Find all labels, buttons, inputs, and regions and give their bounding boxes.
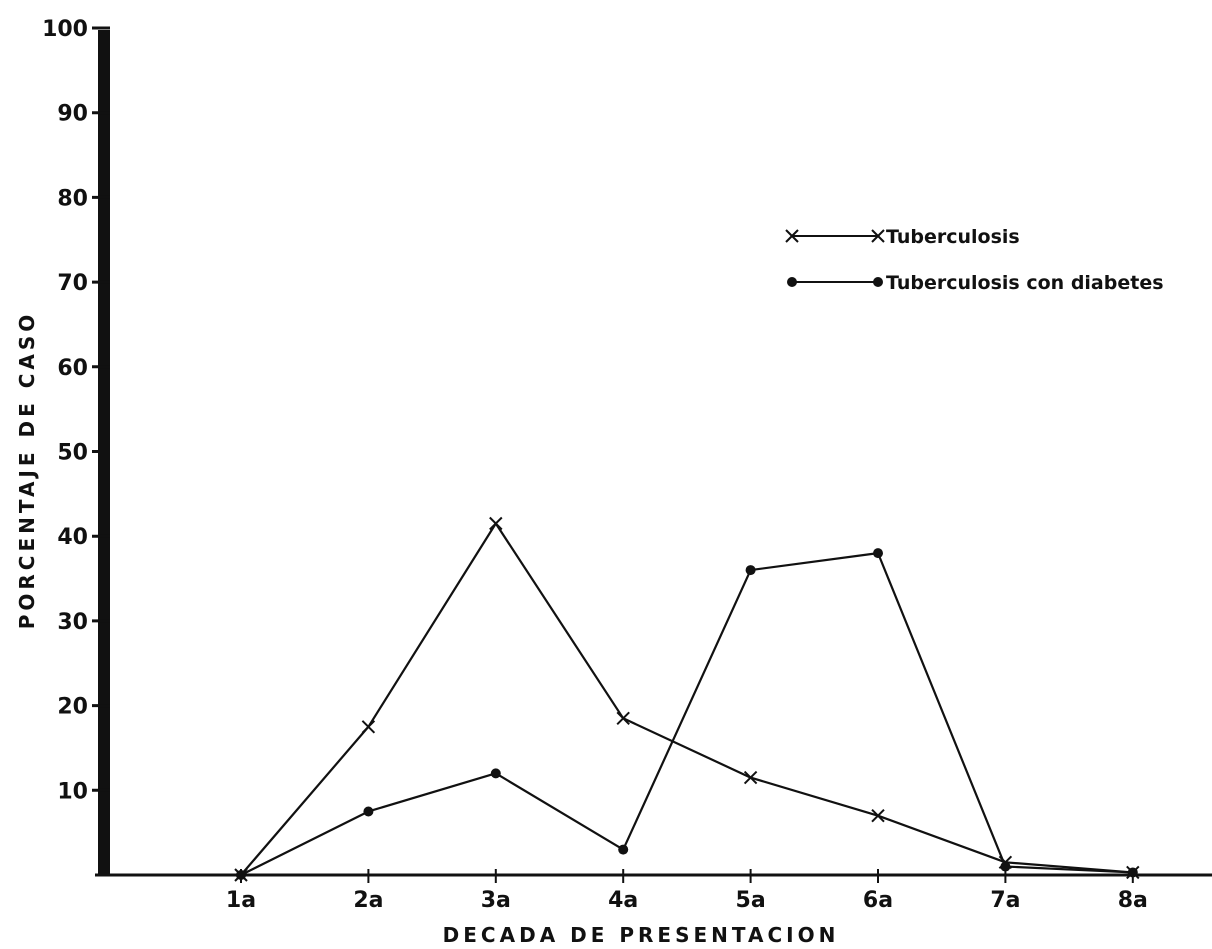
y-tick-label-50: 50	[57, 441, 88, 466]
x-tick-label-6a: 6a	[863, 888, 893, 913]
point-tuberculosis-6a	[871, 809, 885, 823]
legend: Tuberculosis Tuberculosis con diabetes	[785, 226, 1164, 294]
y-tick-label-30: 30	[57, 610, 88, 635]
y-axis-title: PORCENTAJE DE CASO	[15, 311, 39, 630]
x-axis-title: DECADA DE PRESENTACION	[443, 923, 840, 947]
point-tuberculosis-con-diabetes-5a	[745, 565, 756, 576]
point-tuberculosis-con-diabetes-1a	[236, 870, 246, 880]
legend-marker-start-tuberculosis	[785, 229, 799, 243]
x-tick-label-7a: 7a	[990, 888, 1020, 913]
x-tick-label-4a: 4a	[608, 888, 638, 913]
point-tuberculosis-4a	[616, 711, 630, 726]
point-tuberculosis-con-diabetes-3a	[490, 768, 501, 779]
y-tick-label-90: 90	[57, 102, 88, 127]
legend-item-tuberculosis: Tuberculosis	[785, 226, 1020, 248]
x-tick-label-5a: 5a	[736, 888, 766, 913]
point-tuberculosis-con-diabetes-8a	[1127, 867, 1138, 878]
y-tick-label-70: 70	[57, 271, 88, 296]
y-axis-ticks: 10 20 30 40 50 60 70 80 90 100	[42, 17, 110, 804]
series-line-tuberculosis-con-diabetes	[240, 552, 1133, 876]
x-tick-label-1a: 1a	[226, 888, 256, 913]
point-tuberculosis-5a	[743, 770, 758, 785]
point-tuberculosis-2a	[361, 720, 376, 734]
legend-marker-end-tuberculosis-con-diabetes	[873, 277, 883, 287]
legend-item-tuberculosis-con-diabetes: Tuberculosis con diabetes	[787, 272, 1164, 294]
y-tick-label-80: 80	[57, 186, 88, 211]
y-tick-label-40: 40	[57, 525, 88, 550]
y-tick-label-100: 100	[42, 17, 88, 42]
point-tuberculosis-con-diabetes-7a	[1000, 861, 1011, 872]
x-tick-label-2a: 2a	[353, 888, 383, 913]
point-tuberculosis-con-diabetes-6a	[873, 548, 883, 559]
legend-label-tuberculosis-con-diabetes: Tuberculosis con diabetes	[886, 272, 1164, 294]
y-tick-label-60: 60	[57, 356, 88, 381]
y-tick-label-20: 20	[57, 695, 88, 720]
legend-marker-start-tuberculosis-con-diabetes	[787, 277, 797, 287]
x-tick-label-8a: 8a	[1118, 888, 1148, 913]
point-tuberculosis-con-diabetes-2a	[363, 806, 374, 817]
x-tick-label-3a: 3a	[481, 888, 511, 913]
series-tuberculosis-con-diabetes	[236, 548, 1138, 880]
x-axis-ticks: 1a 2a 3a 4a 5a 6a 7a 8a	[226, 869, 1148, 913]
y-tick-label-10: 10	[57, 779, 88, 804]
series-tuberculosis	[234, 516, 1140, 882]
axes	[95, 30, 1212, 877]
point-tuberculosis-3a	[489, 516, 503, 531]
series-line-tuberculosis	[240, 522, 1133, 876]
legend-label-tuberculosis: Tuberculosis	[886, 226, 1020, 248]
series-layer	[234, 516, 1140, 882]
legend-marker-end-tuberculosis	[871, 229, 885, 243]
point-tuberculosis-con-diabetes-4a	[618, 844, 629, 855]
